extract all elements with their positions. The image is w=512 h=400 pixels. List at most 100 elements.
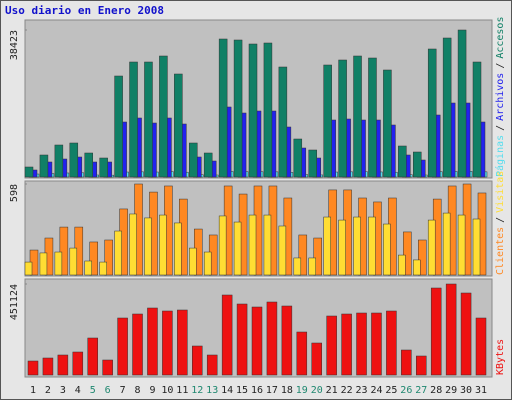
bar [278, 66, 288, 178]
x-tick-label: 13 [206, 385, 218, 396]
x-tick-label: 15 [236, 385, 248, 396]
bar [42, 357, 54, 376]
bar [87, 337, 98, 376]
bar [144, 61, 153, 178]
bar [248, 43, 258, 178]
bar [54, 144, 64, 178]
bar [189, 142, 198, 178]
bar [114, 75, 123, 178]
legend-separator: / [495, 217, 506, 223]
bar [383, 223, 391, 276]
x-tick-label: 8 [135, 385, 141, 396]
bar [311, 342, 322, 376]
bar [248, 214, 257, 276]
bar [281, 305, 293, 376]
y-tick-label: 451124 [9, 284, 20, 320]
bar [457, 29, 467, 178]
legend-entry: Clientes [495, 227, 506, 275]
bar [236, 303, 248, 376]
bar [147, 307, 158, 376]
legend-entry: KBytes [495, 339, 506, 375]
bar [460, 292, 472, 376]
x-tick-label: 25 [385, 385, 397, 396]
bar [442, 37, 452, 178]
bar [159, 214, 167, 276]
bar [383, 69, 392, 178]
x-tick-label: 21 [326, 385, 338, 396]
x-tick-label: 2 [45, 385, 51, 396]
bar [69, 247, 78, 276]
bar [251, 306, 263, 376]
x-tick-label: 24 [370, 385, 382, 396]
bar [416, 355, 427, 376]
bar [117, 317, 128, 376]
x-tick-label: 18 [281, 385, 293, 396]
bar [203, 152, 213, 178]
bar [104, 239, 113, 276]
bar [84, 152, 93, 178]
bar [326, 315, 337, 376]
bar [59, 226, 69, 276]
bar [218, 215, 227, 276]
bar [323, 64, 332, 178]
chart-title: Uso diario en Enero 2008 [5, 4, 164, 17]
x-tick-label: 16 [251, 385, 263, 396]
x-tick-label: 17 [266, 385, 278, 396]
bar [413, 259, 421, 276]
bar [129, 213, 137, 276]
bar [353, 216, 361, 276]
bar [293, 138, 303, 178]
x-tick-label: 14 [221, 385, 233, 396]
bar [398, 145, 407, 178]
bar [278, 225, 287, 276]
x-tick-label: 12 [191, 385, 203, 396]
bar [24, 166, 34, 178]
bar [144, 217, 152, 276]
x-tick-label: 30 [460, 385, 472, 396]
bar [341, 313, 352, 376]
legend-separator: / [495, 125, 506, 131]
bar [203, 251, 212, 276]
x-tick-label: 4 [75, 385, 81, 396]
bar [472, 218, 481, 276]
x-tick-label: 26 [400, 385, 412, 396]
bar [221, 294, 233, 376]
bar [445, 283, 457, 376]
bar [206, 354, 218, 376]
legend-entry: Archivos [495, 73, 506, 121]
bar [427, 219, 436, 276]
bar [368, 216, 376, 276]
bar [177, 309, 188, 376]
x-tick-label: 22 [341, 385, 353, 396]
bar [398, 254, 406, 276]
bar [323, 216, 331, 276]
bar [457, 214, 466, 276]
x-tick-label: 3 [60, 385, 66, 396]
x-tick-label: 11 [176, 385, 188, 396]
bar [298, 234, 308, 276]
bar [89, 241, 98, 276]
bar [353, 55, 362, 178]
x-tick-label: 20 [311, 385, 323, 396]
bar [233, 39, 243, 178]
bar [442, 212, 451, 276]
bar [57, 354, 69, 376]
x-tick-label: 5 [90, 385, 96, 396]
x-tick-label: 29 [445, 385, 457, 396]
bar [189, 247, 197, 276]
x-tick-label: 6 [105, 385, 111, 396]
bar [114, 230, 122, 276]
x-tick-label: 31 [475, 385, 487, 396]
bar [418, 239, 427, 276]
bar [72, 351, 84, 376]
bar [132, 313, 143, 376]
bar [338, 219, 346, 276]
bar [293, 257, 302, 276]
bar [218, 38, 228, 178]
bar [69, 142, 79, 178]
x-tick-label: 7 [120, 385, 126, 396]
y-tick-label: 598 [9, 184, 20, 202]
bar [356, 312, 367, 376]
bar [475, 317, 487, 376]
bar [296, 331, 308, 376]
